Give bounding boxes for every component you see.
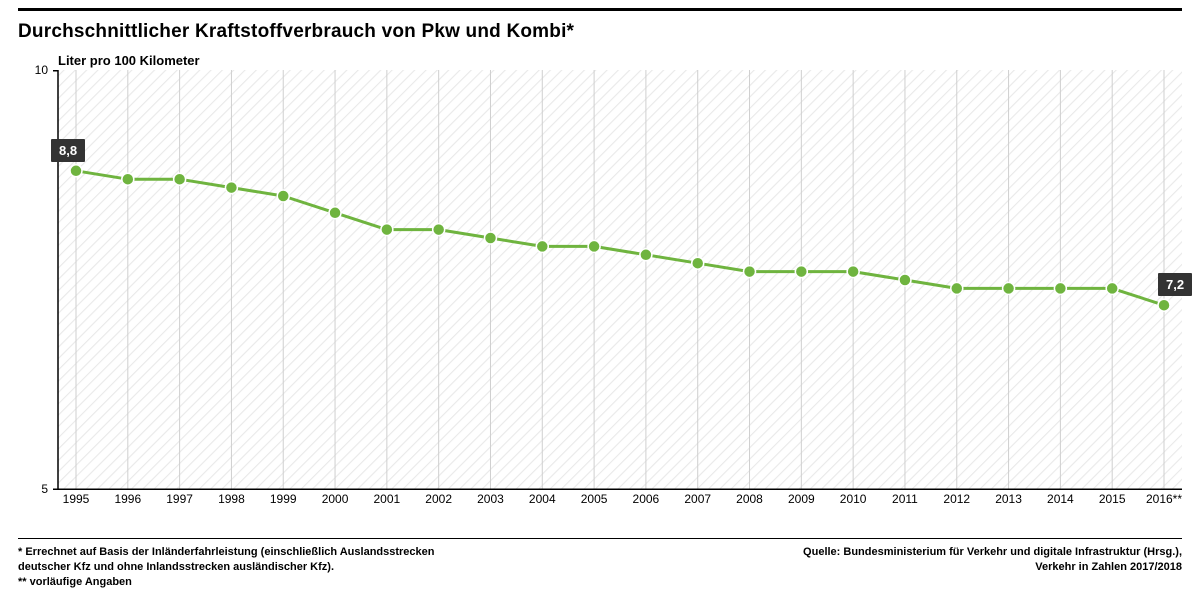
x-tick-label: 2013 bbox=[995, 492, 1022, 506]
chart-title: Durchschnittlicher Kraftstoffverbrauch v… bbox=[18, 21, 1182, 43]
x-tick-label: 2001 bbox=[373, 492, 400, 506]
first-value-badge: 8,8 bbox=[51, 139, 85, 162]
top-rule bbox=[18, 8, 1182, 11]
source-line-1: Quelle: Bundesministerium für Verkehr un… bbox=[803, 546, 1182, 558]
x-tick-label: 2000 bbox=[322, 492, 349, 506]
x-tick-label: 1998 bbox=[218, 492, 245, 506]
line-chart-svg bbox=[18, 70, 1182, 490]
x-tick-label: 2005 bbox=[581, 492, 608, 506]
x-tick-label: 2012 bbox=[943, 492, 970, 506]
x-tick-label: 2007 bbox=[684, 492, 711, 506]
chart-area: 10 5 19951996199719981999200020012002200… bbox=[18, 70, 1182, 508]
x-tick-label: 1997 bbox=[166, 492, 193, 506]
x-tick-label: 1996 bbox=[114, 492, 141, 506]
x-tick-label: 2010 bbox=[840, 492, 867, 506]
footnote-line-1: * Errechnet auf Basis der Inländerfahrle… bbox=[18, 546, 435, 558]
x-tick-label: 1995 bbox=[63, 492, 90, 506]
x-tick-label: 2004 bbox=[529, 492, 556, 506]
x-tick-label: 2014 bbox=[1047, 492, 1074, 506]
footer: * Errechnet auf Basis der Inländerfahrle… bbox=[18, 539, 1182, 590]
chart-container: Durchschnittlicher Kraftstoffverbrauch v… bbox=[0, 0, 1200, 602]
x-tick-label: 2015 bbox=[1099, 492, 1126, 506]
y-axis-title: Liter pro 100 Kilometer bbox=[58, 53, 1182, 68]
source: Quelle: Bundesministerium für Verkehr un… bbox=[803, 545, 1182, 590]
x-axis-labels: 1995 1996 1997 1998 1999 2000 2001 2002 2003 2004… bbox=[58, 492, 1182, 510]
last-value-badge: 7,2 bbox=[1158, 273, 1192, 296]
x-tick-label: 1999 bbox=[270, 492, 297, 506]
x-tick-label: 2011 bbox=[892, 492, 918, 506]
x-tick-label: 2016** bbox=[1146, 492, 1182, 506]
x-tick-label: 2009 bbox=[788, 492, 815, 506]
x-tick-label: 2003 bbox=[477, 492, 504, 506]
y-tick-min: 5 bbox=[18, 482, 48, 496]
y-tick-max: 10 bbox=[18, 63, 48, 77]
x-tick-label: 2006 bbox=[633, 492, 660, 506]
footnote-line-3: ** vorläufige Angaben bbox=[18, 576, 132, 588]
source-line-2: Verkehr in Zahlen 2017/2018 bbox=[1035, 561, 1182, 573]
footnote: * Errechnet auf Basis der Inländerfahrle… bbox=[18, 545, 435, 590]
footnote-line-2: deutscher Kfz und ohne Inlandsstrecken a… bbox=[18, 561, 334, 573]
x-tick-label: 2008 bbox=[736, 492, 763, 506]
x-tick-label: 2002 bbox=[425, 492, 452, 506]
